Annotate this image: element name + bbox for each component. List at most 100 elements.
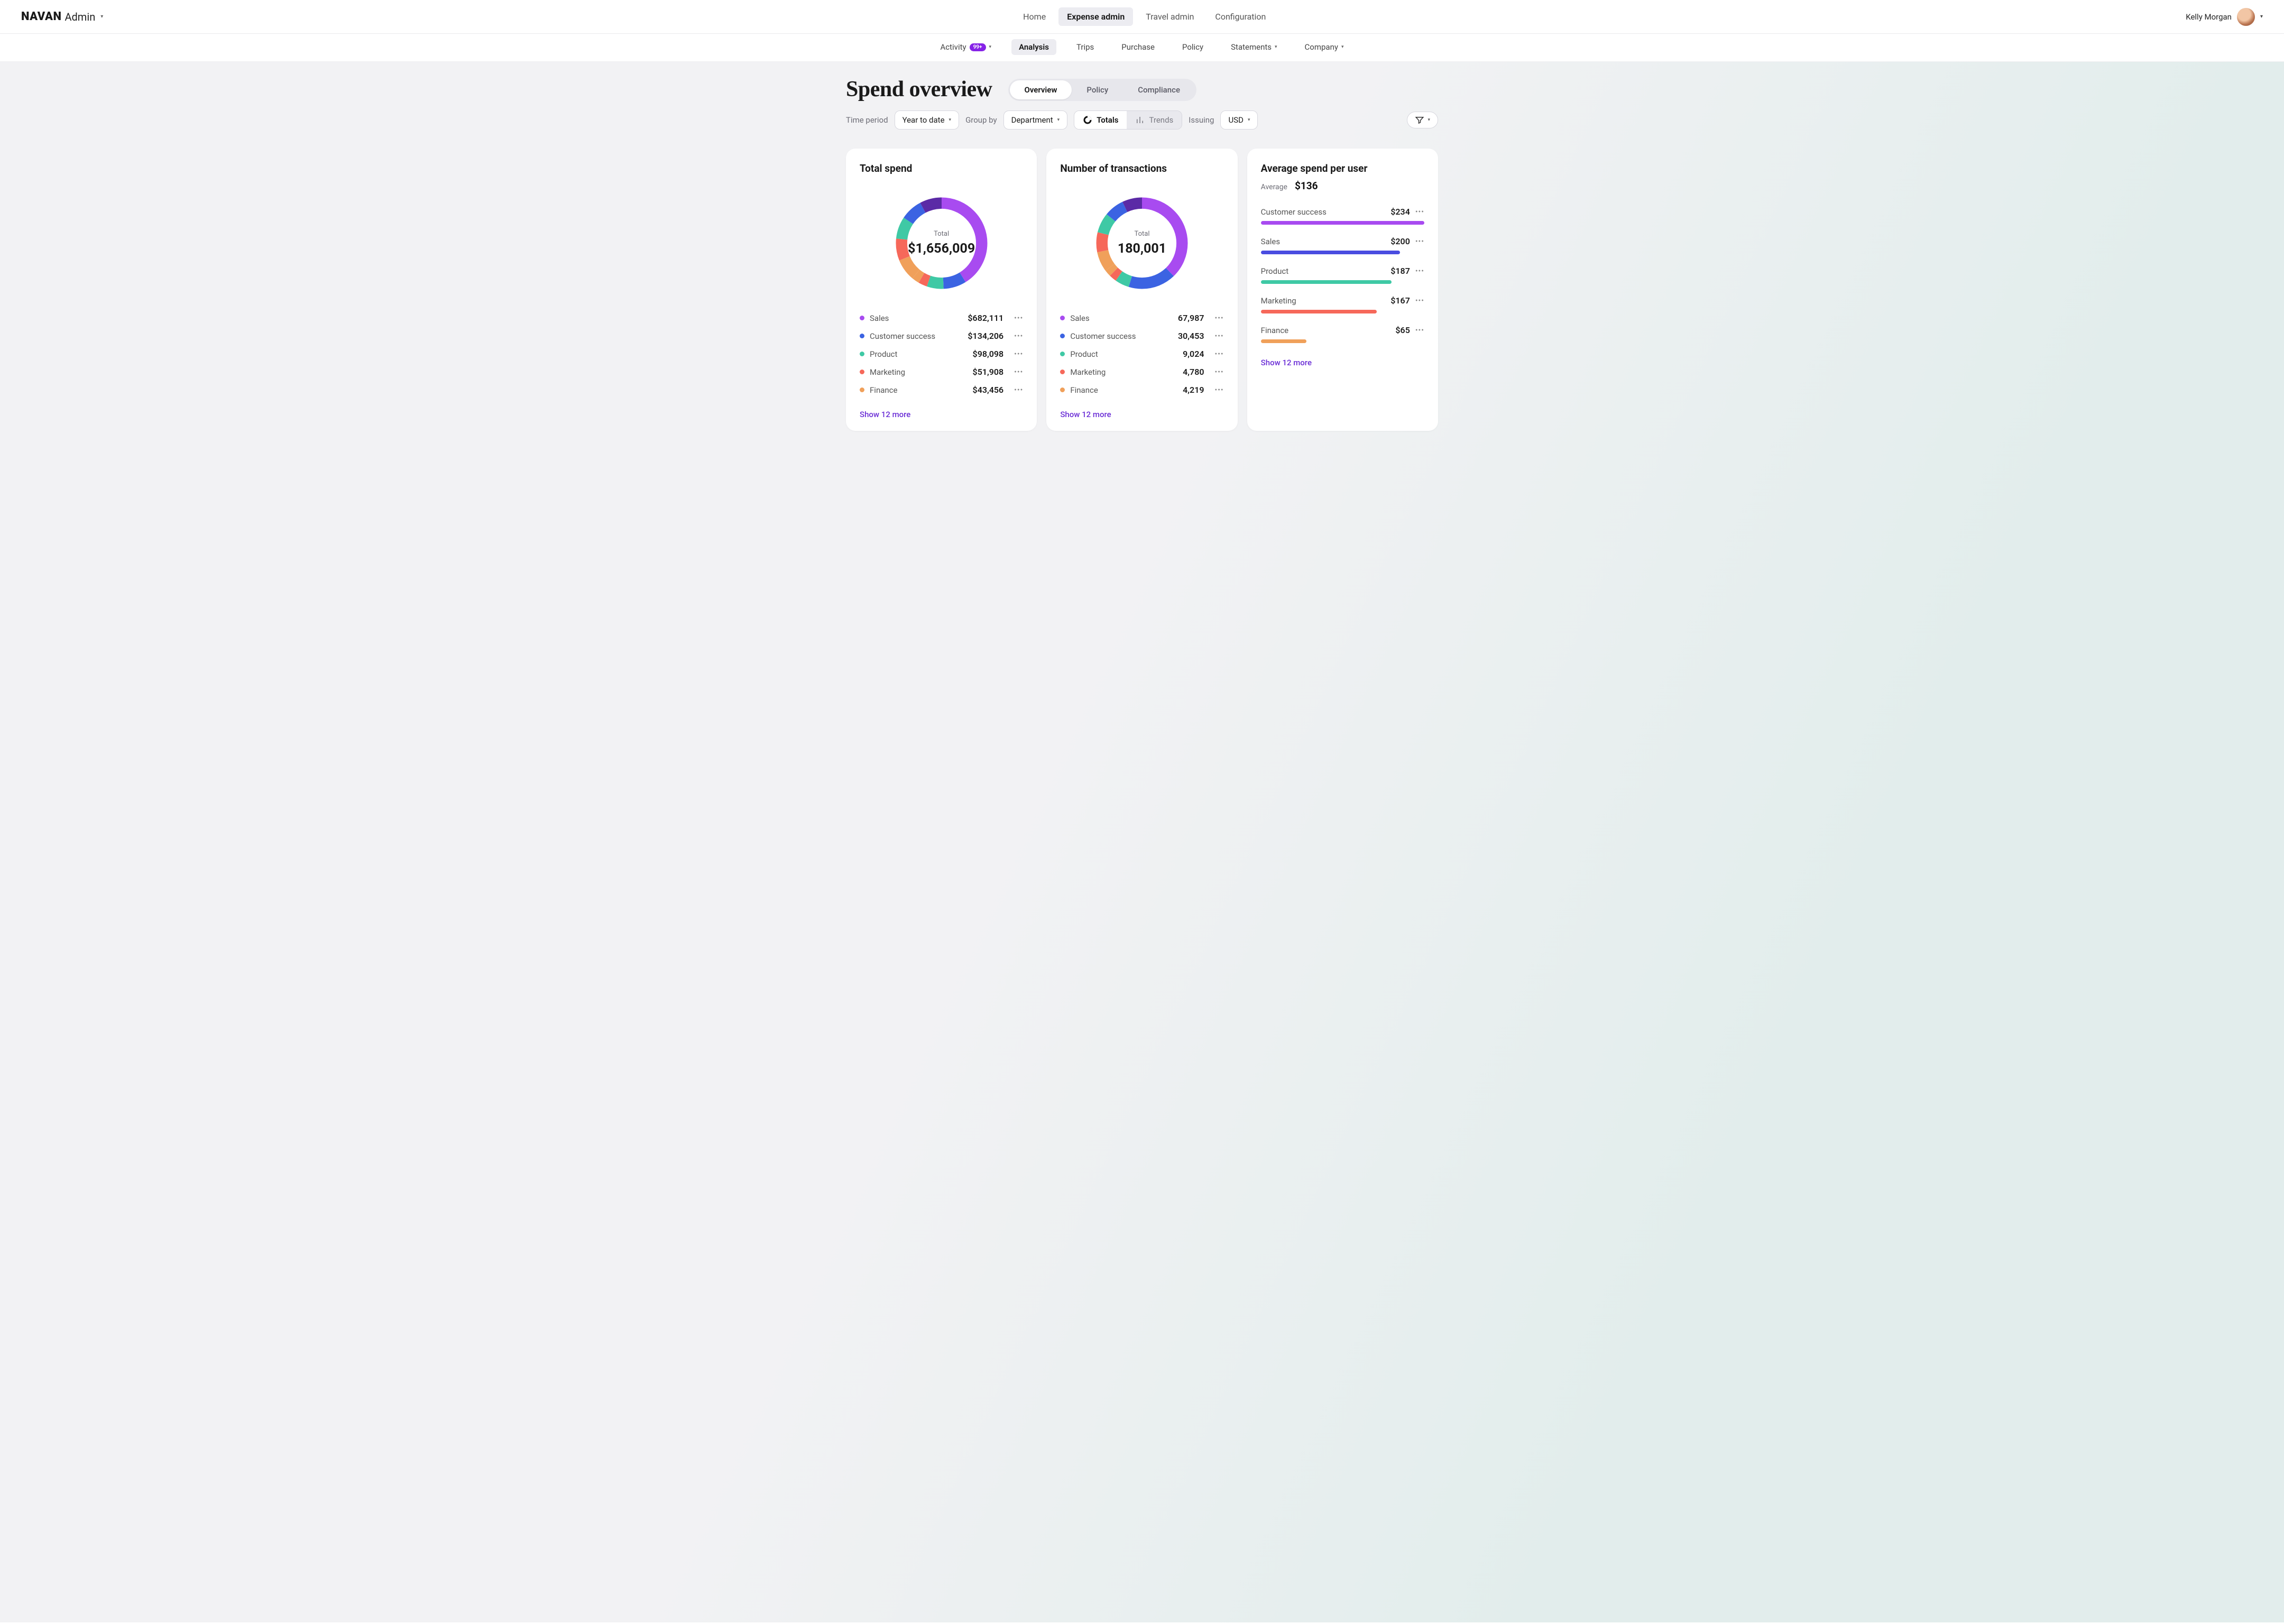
subnav-item-label: Statements xyxy=(1231,42,1272,52)
chevron-down-icon: ▾ xyxy=(1275,44,1277,50)
subnav-item[interactable]: Purchase xyxy=(1114,39,1162,55)
legend-row: Finance$43,456••• xyxy=(860,385,1023,395)
more-icon[interactable]: ••• xyxy=(1214,332,1223,340)
legend-row: Sales $682,111 ••• xyxy=(860,313,1023,323)
bar-fill xyxy=(1261,251,1400,254)
page-tab[interactable]: Overview xyxy=(1010,80,1072,99)
bar-name: Finance xyxy=(1261,326,1288,335)
topnav-item[interactable]: Home xyxy=(1015,7,1054,26)
bar-row: Product$187••• xyxy=(1261,266,1424,284)
user-menu[interactable]: Kelly Morgan ▾ xyxy=(2186,8,2263,26)
legend-name: Sales xyxy=(1070,313,1089,323)
topnav-item[interactable]: Expense admin xyxy=(1058,7,1133,26)
page-tab[interactable]: Compliance xyxy=(1123,80,1195,99)
legend-row: Customer success $134,206 ••• xyxy=(860,331,1023,341)
more-icon[interactable]: ••• xyxy=(1415,326,1424,335)
show-more-link[interactable]: Show 12 more xyxy=(860,410,1023,419)
card-title: Total spend xyxy=(860,162,1023,174)
group-by-value: Department xyxy=(1011,115,1053,125)
legend-dot xyxy=(1060,387,1065,392)
time-period-label: Time period xyxy=(846,115,888,125)
bar-fill xyxy=(1261,339,1307,343)
legend-value: $134,206 xyxy=(968,331,1003,341)
filter-button[interactable]: ▾ xyxy=(1407,112,1438,128)
bar-name: Product xyxy=(1261,266,1288,276)
group-by-label: Group by xyxy=(965,115,997,125)
show-more-link[interactable]: Show 12 more xyxy=(1261,358,1424,367)
group-by-select[interactable]: Department ▾ xyxy=(1003,110,1068,130)
more-icon[interactable]: ••• xyxy=(1415,208,1424,216)
bar-value: $167 xyxy=(1390,296,1410,306)
subnav-item[interactable]: Trips xyxy=(1069,39,1101,55)
top-nav: HomeExpense adminTravel admin Configurati… xyxy=(1015,7,1274,26)
legend-dot xyxy=(1060,370,1065,374)
more-icon[interactable]: ••• xyxy=(1415,267,1424,275)
view-segment[interactable]: Totals xyxy=(1074,111,1127,129)
view-segment[interactable]: Trends xyxy=(1127,111,1182,129)
donut-center-label: Total xyxy=(1134,230,1149,238)
more-icon[interactable]: ••• xyxy=(1014,314,1023,322)
more-icon[interactable]: ••• xyxy=(1014,332,1023,340)
page-background: Spend overview OverviewPolicyCompliance … xyxy=(0,62,2284,1622)
more-icon[interactable]: ••• xyxy=(1214,314,1223,322)
donut-center-value: $1,656,009 xyxy=(908,241,975,256)
page-tab[interactable]: Policy xyxy=(1072,80,1123,99)
donut-center-value: 180,001 xyxy=(1118,241,1166,256)
legend-row: Marketing4,780••• xyxy=(1060,367,1223,377)
more-icon[interactable]: ••• xyxy=(1415,237,1424,246)
legend-dot xyxy=(860,387,864,392)
legend-row: Sales67,987••• xyxy=(1060,313,1223,323)
time-period-select[interactable]: Year to date ▾ xyxy=(895,110,960,130)
view-segment-label: Trends xyxy=(1149,115,1173,125)
more-icon[interactable]: ••• xyxy=(1014,350,1023,358)
legend-row: Product9,024••• xyxy=(1060,349,1223,359)
legend-dot xyxy=(860,334,864,338)
count-badge: 99+ xyxy=(970,43,986,51)
subnav-item[interactable]: Analysis xyxy=(1011,39,1056,55)
view-segment-label: Totals xyxy=(1097,115,1118,125)
legend-value: $98,098 xyxy=(973,349,1004,359)
bars-icon xyxy=(1135,115,1145,125)
legend-row: Marketing$51,908••• xyxy=(860,367,1023,377)
show-more-link[interactable]: Show 12 more xyxy=(1060,410,1223,419)
chevron-down-icon: ▾ xyxy=(100,14,103,20)
topnav-item[interactable]: Travel admin xyxy=(1137,7,1202,26)
more-icon[interactable]: ••• xyxy=(1014,368,1023,376)
legend-value: 30,453 xyxy=(1178,331,1204,341)
bar-name: Sales xyxy=(1261,237,1280,246)
legend-name: Marketing xyxy=(870,367,905,377)
donut-icon xyxy=(1083,115,1092,125)
legend-name: Customer success xyxy=(870,331,935,341)
chevron-down-icon: ▾ xyxy=(1341,44,1344,50)
legend-name: Customer success xyxy=(1070,331,1136,341)
bar-row: Marketing$167••• xyxy=(1261,296,1424,313)
brand[interactable]: NAVAN Admin ▾ xyxy=(21,10,103,23)
view-toggle: Totals Trends xyxy=(1074,110,1182,130)
card-title: Average spend per user xyxy=(1261,162,1424,174)
legend-name: Sales xyxy=(870,313,889,323)
chevron-down-icon: ▾ xyxy=(1428,117,1430,123)
cards-grid: Total spend Total $1,656,009 Sales $682,1… xyxy=(846,149,1438,431)
average-label: Average xyxy=(1261,183,1287,191)
legend-value: $43,456 xyxy=(973,385,1004,395)
chevron-down-icon: ▾ xyxy=(1057,117,1060,123)
legend-row: Finance4,219••• xyxy=(1060,385,1223,395)
subnav-item[interactable]: Company▾ xyxy=(1297,39,1351,55)
legend-value: $682,111 xyxy=(968,313,1003,323)
subnav-item[interactable]: Statements▾ xyxy=(1223,39,1284,55)
card-avg-per-user: Average spend per user Average $136 Cust… xyxy=(1247,149,1438,431)
more-icon[interactable]: ••• xyxy=(1415,297,1424,305)
more-icon[interactable]: ••• xyxy=(1214,350,1223,358)
subnav-item[interactable]: Activity99+▾ xyxy=(933,39,999,55)
issuing-select[interactable]: USD ▾ xyxy=(1220,110,1258,130)
legend-name: Product xyxy=(1070,349,1098,359)
bar-list-avg-per-user: Customer success$234•••Sales$200•••Produ… xyxy=(1261,207,1424,343)
more-icon[interactable]: ••• xyxy=(1214,386,1223,394)
legend-dot xyxy=(860,316,864,320)
bar-name: Customer success xyxy=(1261,207,1327,217)
more-icon[interactable]: ••• xyxy=(1214,368,1223,376)
more-icon[interactable]: ••• xyxy=(1014,386,1023,394)
page-tabs: OverviewPolicyCompliance xyxy=(1008,79,1196,101)
subnav-item[interactable]: Policy xyxy=(1175,39,1211,55)
topnav-item[interactable]: Configuration xyxy=(1207,7,1274,26)
